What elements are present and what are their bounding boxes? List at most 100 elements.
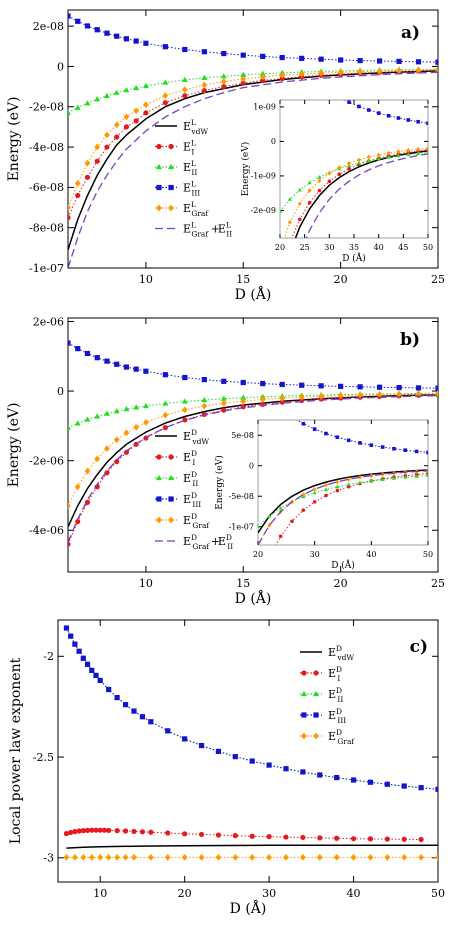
panel-c-point-I: [300, 834, 306, 841]
panel-c-series-group: [63, 624, 438, 861]
panel-b-point-III: [123, 364, 130, 370]
panel-a-point-graf: [104, 131, 110, 139]
panel-a-legend-label-III: EL III: [183, 180, 200, 198]
panel-a-legend-label-II: EL II: [183, 159, 197, 177]
panel-b-ylabel: Energy (eV): [6, 403, 22, 488]
panel-a-inset-point-III: [347, 100, 351, 105]
panel-b-inset-point-II: [380, 477, 385, 481]
panel-b-ytick-label: -2e-06: [29, 455, 64, 468]
panel-b-inset-point-I: [324, 493, 328, 498]
panel-a-ytick-label: 0: [57, 60, 64, 73]
panel-a-point-graf: [357, 68, 363, 76]
panel-a-point-I: [123, 124, 130, 130]
panel-b-point-II: [94, 413, 101, 419]
panel-c-point-I: [401, 836, 407, 842]
panel-b-point-III: [162, 372, 168, 378]
panel-a-point-III: [133, 38, 139, 44]
panel-a-point-III: [279, 54, 285, 61]
panel-a-inset-point-III: [318, 82, 322, 86]
panel-b-point-I: [182, 417, 188, 423]
panel-c-point-I: [232, 833, 238, 839]
panel-a-point-III: [240, 52, 246, 58]
panel-a-point-I: [75, 192, 81, 199]
panel-a-legend-label-graf: EL Graf: [183, 200, 209, 218]
panel-b-line-sum: [68, 394, 438, 543]
panel-c-legend-label-vdw: ED vdW: [328, 644, 354, 662]
panel-a-inset-point-III: [426, 121, 428, 126]
panel-b-inset-ytick-label: 5e-08: [231, 431, 254, 440]
panel-c-point-I: [198, 831, 205, 838]
panel-b-inset-point-III: [403, 448, 408, 452]
panel-a-panel: 10 15 20 25 2e-08 0 -2e-08 -4e-08 -6e-08 -8e-08 -1…: [6, 9, 445, 303]
panel-c-point-I: [93, 827, 99, 833]
panel-b-xtick-label: 15: [236, 577, 250, 590]
panel-a-point-I: [162, 100, 168, 106]
panel-a-point-I: [84, 174, 91, 180]
panel-b-point-I: [104, 470, 110, 476]
panel-a-inset-point-II: [376, 156, 381, 161]
panel-a-inset-point-graf: [297, 201, 302, 207]
panel-b-legend-label-sum-plus: +: [211, 535, 220, 548]
panel-a-inset-point-II: [386, 155, 391, 159]
panel-a-point-graf: [143, 101, 149, 109]
panel-c-point-graf: [401, 854, 408, 861]
panel-c-point-graf: [114, 854, 120, 861]
panel-c-point-graf: [131, 854, 137, 861]
panel-b-legend-marker-III: [168, 496, 174, 502]
panel-c-xtick-label: 50: [431, 887, 445, 900]
panel-c-ytick-label: -2.5: [33, 751, 54, 764]
panel-c-point-I: [367, 836, 374, 842]
panel-b-inset-point-graf: [324, 482, 328, 488]
panel-b-inset-frame: [257, 419, 429, 546]
panel-b-point-II: [103, 410, 110, 416]
panel-b-ytick-label: -4e-06: [29, 524, 64, 537]
panel-c-frame: [57, 619, 439, 883]
panel-c-point-graf: [350, 854, 357, 861]
panel-b-inset-point-II: [323, 487, 329, 491]
panel-c-point-III: [367, 779, 374, 785]
panel-c-point-graf: [435, 854, 438, 861]
panel-a-inset-point-graf: [337, 165, 342, 171]
panel-b-inset-point-III: [290, 415, 294, 419]
panel-a-point-graf: [298, 70, 305, 78]
panel-a-inset-point-III: [328, 89, 332, 93]
panel-c-point-graf: [80, 854, 87, 861]
panel-c-point-III: [300, 769, 306, 775]
panel-a-point-graf: [415, 66, 422, 74]
panel-a-legend-label-sum-part: EL II: [218, 221, 232, 239]
panel-b-point-III: [279, 381, 285, 388]
panel-b-xlabel: D (Å): [235, 589, 272, 607]
panel-a-inset-point-III: [386, 113, 391, 118]
panel-a-inset-point-I: [337, 172, 342, 177]
panel-c-point-I: [215, 832, 222, 838]
panel-b-point-III: [357, 384, 363, 390]
panel-b-point-graf: [298, 393, 305, 401]
panel-c-point-graf: [148, 854, 154, 861]
panel-b-legend-label-sum-part: ED II: [218, 533, 233, 551]
panel-b-point-I: [68, 541, 71, 547]
panel-c-point-I: [283, 834, 289, 840]
panel-a-ylabel: Energy (eV): [6, 97, 22, 182]
panel-a-point-graf: [162, 92, 169, 100]
panel-a-inset-point-III: [376, 111, 381, 115]
panel-c-point-I: [148, 829, 154, 835]
panel-c-point-graf: [72, 854, 78, 861]
panel-c-ytick-label: -2: [43, 650, 54, 663]
panel-c-point-graf: [122, 854, 129, 861]
panel-a-inset-line-I: [291, 149, 428, 238]
panel-a-point-III: [104, 30, 110, 36]
panel-c-point-graf: [283, 854, 289, 861]
panel-b-point-III: [435, 385, 438, 391]
panel-b-inset-point-III: [335, 435, 340, 440]
panel-a-inset-point-graf: [426, 145, 428, 151]
panel-a-point-I: [114, 134, 120, 140]
panel-a-point-graf: [123, 113, 130, 121]
panel-c-point-graf: [97, 854, 104, 861]
panel-c-legend-marker-III: [301, 712, 307, 718]
panel-c-point-III: [106, 686, 112, 693]
panel-c-point-I: [317, 835, 323, 841]
panel-a-legend-label-sum-plus: +: [211, 223, 220, 236]
panel-a-inset-point-III: [367, 108, 371, 112]
panel-a-legend-label-sum-part: EL Graf: [183, 221, 209, 239]
panel-b-point-II: [142, 402, 149, 409]
